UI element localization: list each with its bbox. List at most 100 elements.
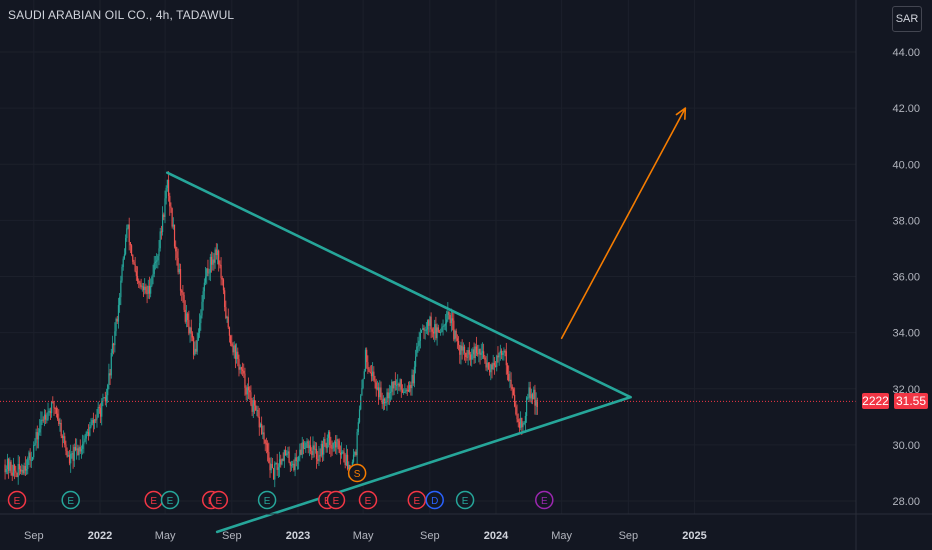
candle-body [388,392,390,399]
candle-body [517,419,519,423]
svg-text:S: S [354,469,361,480]
candle-body [203,282,205,292]
candle-body [324,438,326,444]
candle-body [95,419,97,421]
event-marker-e[interactable]: E [407,490,427,510]
candle-body [146,292,148,294]
candle-body [290,465,293,467]
candle-body [227,316,229,328]
candle-body [183,294,185,310]
forecast-arrow [560,107,687,340]
candle-body [515,406,517,415]
event-marker-e[interactable]: E [160,490,180,510]
forecast-arrow-head [675,107,687,120]
candle-body [85,432,87,439]
candle-body [362,379,364,388]
event-marker-e[interactable]: E [7,490,27,510]
candle-body [329,432,331,445]
event-marker-e[interactable]: E [61,490,80,510]
svg-text:E: E [333,496,340,507]
candle-body [276,462,278,470]
event-marker-d[interactable]: D [425,490,444,510]
currency-button[interactable]: SAR [892,6,922,32]
candle-body [122,258,124,268]
candle-body [58,418,60,425]
candle-body [111,343,114,353]
candle-body [80,448,83,452]
candle-body [258,416,260,428]
candle-body [356,432,358,456]
candle-body [272,468,275,480]
candle-body [361,387,363,396]
candle-body [312,445,314,455]
candle-body [226,316,228,319]
candle-body [304,448,306,450]
candle-body [104,397,106,402]
candle-body [142,286,145,290]
event-marker-e[interactable]: E [535,490,554,510]
svg-text:E: E [67,496,74,507]
event-marker-e[interactable]: E [326,490,346,510]
candle-body [411,374,413,389]
candle-body [259,423,262,428]
svg-text:E: E [413,496,420,507]
candle-body [241,369,244,371]
candle-body [510,379,512,387]
candle-body [103,397,105,399]
event-marker-e[interactable]: E [257,490,277,510]
bar-count-tag: 2222 [862,393,889,409]
event-marker-e[interactable]: E [455,490,475,510]
candle-body [202,291,204,302]
candle-body [173,224,176,247]
candle-body [437,327,439,332]
candle-body [269,462,271,471]
candle-body [16,472,18,478]
candle-body [264,439,266,444]
candle-body [59,422,61,425]
candle-body [417,345,419,347]
split-marker[interactable]: S [347,463,367,483]
candle-body [352,454,355,462]
candle-body [326,437,328,449]
candle-body [245,387,247,395]
candle-body [113,343,115,346]
candle-body [413,366,416,384]
candle-body [55,408,57,414]
candle-body [431,329,433,332]
candle-body [300,449,302,455]
candle-body [376,387,379,390]
candle-body [333,441,336,443]
candle-body [187,313,189,321]
price-tick-label: 30.00 [892,440,920,452]
candle-body [481,351,484,353]
candle-body [315,448,318,460]
candle-body [525,397,528,417]
candle-body [65,444,67,451]
candle-body [450,318,453,324]
candle-body [435,324,437,339]
candle-body [62,436,65,439]
candle-body [529,387,531,399]
candle-body [425,329,427,331]
event-marker-e[interactable]: E [144,490,163,510]
last-price-tag: 31.55 [894,393,928,409]
event-marker-e[interactable]: E [209,490,229,510]
candle-body [327,432,330,438]
candle-body [448,311,450,316]
candle-body [206,268,208,277]
price-tick-label: 34.00 [892,328,920,340]
candle-body [89,426,91,436]
candle-body [380,387,382,401]
candle-body [533,389,535,400]
candle-body [475,346,478,354]
candle-body [64,436,66,445]
candle-body [117,305,120,322]
candle-body [108,373,110,386]
candle-body [455,330,457,339]
event-marker-e[interactable]: E [358,490,378,510]
candle-body [163,214,165,217]
candle-body [314,448,316,450]
candle-body [343,451,345,463]
candle-body [379,387,381,398]
